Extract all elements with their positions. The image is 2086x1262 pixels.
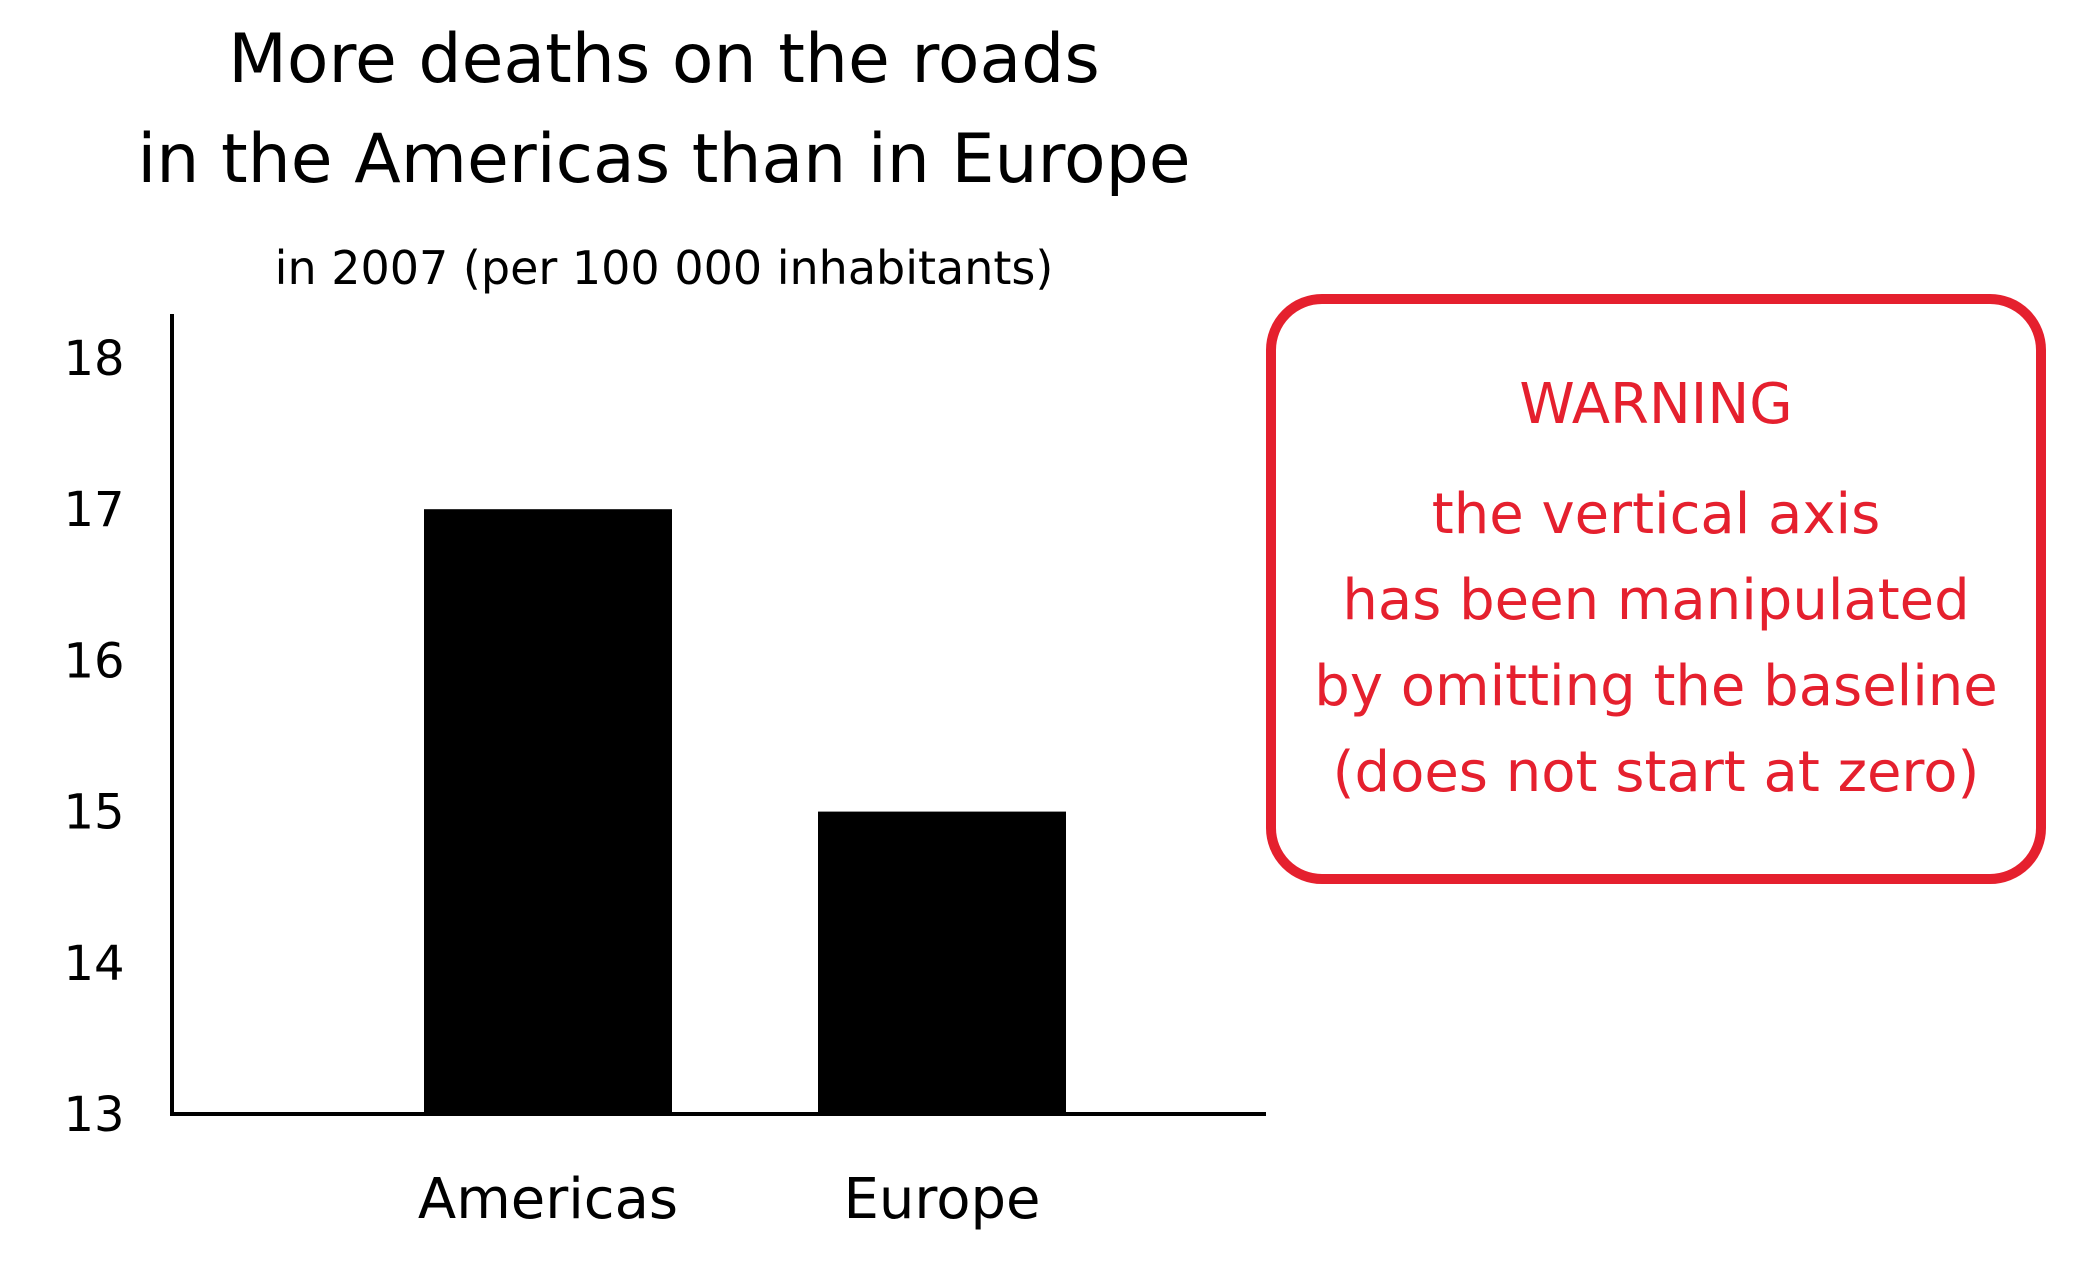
- x-axis-labels: Americas Europe: [418, 1167, 1041, 1232]
- warning-line-3: by omitting the baseline: [1314, 654, 1998, 719]
- y-tick-label: 18: [63, 331, 124, 387]
- x-label-americas: Americas: [418, 1167, 678, 1232]
- bar-europe: [818, 811, 1066, 1114]
- chart-subtitle: in 2007 (per 100 000 inhabitants): [275, 241, 1054, 295]
- chart-title-line-2: in the Americas than in Europe: [137, 120, 1190, 199]
- y-tick-label: 17: [63, 482, 124, 538]
- warning-box: WARNING the vertical axis has been manip…: [1266, 294, 2046, 884]
- warning-title: WARNING: [1519, 372, 1793, 437]
- chart-title-line-1: More deaths on the roads: [228, 20, 1100, 99]
- warning-line-1: the vertical axis: [1431, 482, 1881, 547]
- x-label-europe: Europe: [844, 1167, 1041, 1232]
- warning-line-4: (does not start at zero): [1332, 740, 1980, 805]
- bar-americas: [424, 509, 672, 1114]
- y-tick-label: 13: [63, 1087, 124, 1143]
- warning-body: the vertical axis has been manipulated b…: [1276, 472, 2036, 816]
- y-axis-ticks: 13 14 15 16 17 18: [63, 331, 124, 1143]
- y-tick-label: 14: [63, 936, 124, 992]
- y-tick-label: 16: [63, 633, 124, 689]
- bars-group: [424, 509, 1066, 1114]
- warning-line-2: has been manipulated: [1342, 568, 1970, 633]
- y-tick-label: 15: [63, 785, 124, 841]
